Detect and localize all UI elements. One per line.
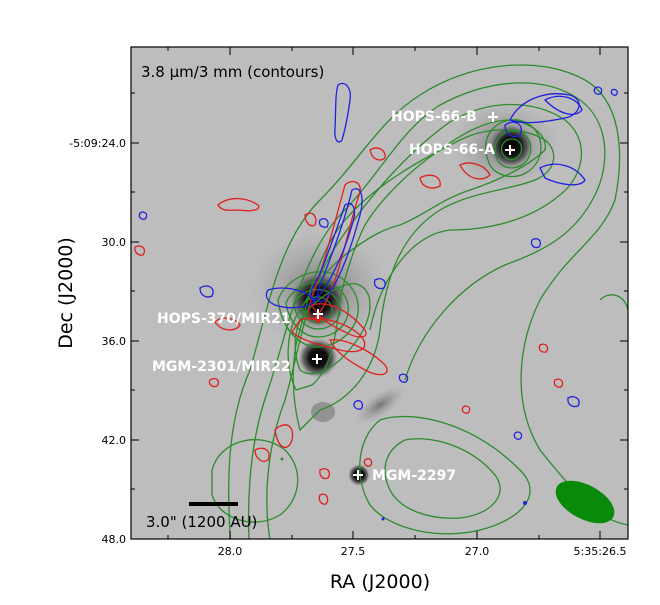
x-ticks (167, 47, 601, 539)
x-tick-label: 27.5 (341, 545, 366, 558)
label-mgm2297: MGM-2297 (372, 468, 456, 484)
y-tick-label: -5:09:24.0 (69, 137, 126, 150)
green-dot (280, 457, 284, 461)
blue-dot (523, 501, 527, 505)
y-tick-label: 30.0 (102, 236, 127, 249)
blue-dot-2 (381, 517, 385, 521)
marker-mgm2297 (353, 470, 363, 480)
y-axis-label: Dec (J2000) (55, 237, 77, 349)
x-axis-label: RA (J2000) (330, 571, 430, 593)
y-tick-label: 42.0 (102, 434, 127, 447)
x-tick-label: 5:35:26.5 (574, 545, 627, 558)
label-hops370: HOPS-370/MIR21 (157, 311, 291, 327)
red-peak-marker (315, 317, 321, 323)
marker-mgm2301 (312, 354, 322, 364)
y-tick-label: 36.0 (102, 335, 127, 348)
axes-frame (130, 46, 629, 540)
contours-3mm (211, 64, 628, 539)
x-tick-label: 28.0 (218, 545, 243, 558)
label-hops66b: HOPS-66-B (391, 109, 477, 125)
label-hops66a: HOPS-66-A (409, 142, 495, 158)
scale-bar (189, 502, 238, 506)
contours-red (134, 147, 564, 505)
marker-hops66b (488, 112, 498, 122)
marker-hops66a (505, 145, 515, 155)
scale-bar-label: 3.0" (1200 AU) (146, 513, 257, 531)
beam-ellipse (555, 480, 615, 524)
x-tick-label: 27.0 (465, 545, 490, 558)
contours-blue (138, 82, 618, 440)
panel-title: 3.8 μm/3 mm (contours) (141, 63, 324, 81)
marker-hops370 (313, 309, 323, 319)
source-markers (312, 112, 515, 480)
y-tick-label: 48.0 (102, 533, 127, 546)
label-mgm2301: MGM-2301/MIR22 (152, 359, 291, 375)
y-ticks (131, 92, 628, 540)
